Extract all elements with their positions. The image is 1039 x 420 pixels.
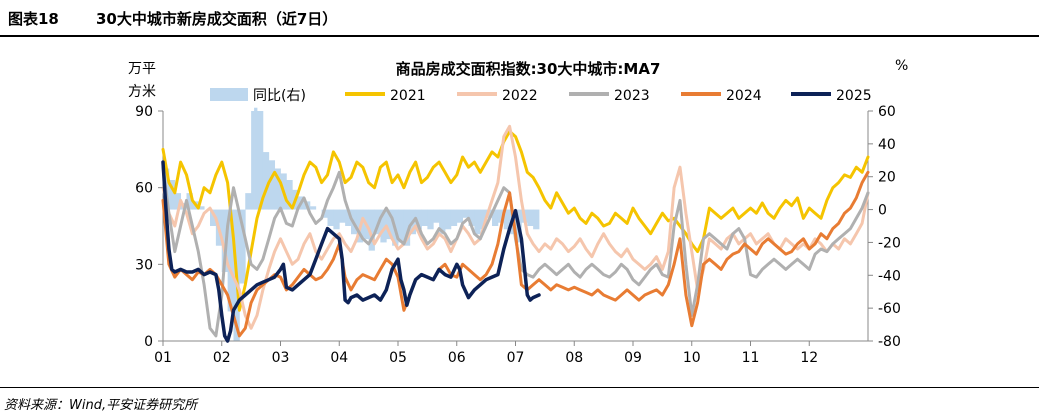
left-axis-unit-line2: 方米 [128, 84, 156, 100]
yoy-bar [415, 209, 422, 230]
x-tick-label: 01 [154, 350, 172, 366]
yoy-bar [480, 209, 487, 230]
figure-footer: 资料来源：Wind,平安证券研究所 [0, 387, 1039, 420]
x-tick-label: 10 [683, 350, 701, 366]
yoy-bar [474, 209, 481, 235]
x-tick-label: 08 [565, 350, 583, 366]
legend: 同比(右) 2021 2022 2023 2024 2025 [210, 88, 872, 104]
right-tick-label: 40 [878, 137, 896, 153]
figure-header: 图表18 30大中城市新房成交面积（近7日） [0, 0, 1039, 37]
legend-label-2023: 2023 [614, 88, 650, 104]
yoy-bar [503, 209, 511, 230]
yoy-bar [286, 180, 293, 210]
source-note: 资料来源：Wind,平安证券研究所 [4, 398, 198, 413]
x-tick-label: 12 [800, 350, 818, 366]
legend-label-yoy: 同比(右) [253, 88, 306, 104]
yoy-bar [262, 152, 270, 210]
series-line-2025 [161, 160, 541, 343]
yoy-bar [210, 209, 217, 226]
yoy-bar [339, 209, 346, 223]
yoy-bar [257, 111, 264, 210]
yoy-bar [198, 206, 205, 210]
chart-title: 商品房成交面积指数:30大中城市:MA7 [396, 60, 661, 78]
x-tick-label: 03 [272, 350, 290, 366]
right-tick-label: -20 [878, 235, 901, 251]
yoy-bar [398, 209, 405, 243]
x-tick-label: 11 [742, 350, 760, 366]
yoy-bar [433, 209, 440, 223]
yoy-bar [254, 107, 258, 210]
yoy-bar [333, 209, 340, 230]
x-tick-label: 06 [448, 350, 466, 366]
yoy-bar [492, 209, 499, 226]
left-tick-label: 30 [135, 257, 153, 273]
right-tick-label: -80 [878, 334, 901, 350]
yoy-bar [309, 206, 317, 210]
yoy-bar [486, 209, 493, 218]
x-tick-label: 09 [624, 350, 642, 366]
left-axis-ticks: 0 30 60 90 [135, 104, 163, 350]
legend-label-2024: 2024 [726, 88, 762, 104]
series-line-2022 [161, 124, 870, 330]
series-line-2024 [161, 170, 870, 338]
yoy-bar [439, 209, 446, 235]
yoy-bar [403, 209, 411, 246]
right-tick-label: 0 [878, 203, 887, 219]
x-tick-label: 02 [213, 350, 231, 366]
yoy-bar [268, 160, 276, 210]
yoy-bar [345, 209, 352, 226]
yoy-bar [174, 193, 182, 210]
figure-number: 图表18 [8, 10, 59, 28]
yoy-bar [186, 193, 193, 210]
yoy-bar [527, 209, 534, 226]
yoy-bar [533, 209, 540, 230]
right-tick-label: -40 [878, 268, 901, 284]
yoy-bar [327, 209, 334, 226]
yoy-bar [321, 209, 328, 218]
x-tick-label: 07 [507, 350, 525, 366]
yoy-bar [168, 180, 176, 210]
left-axis-unit-line1: 万平 [128, 61, 156, 77]
yoy-bar [245, 193, 252, 210]
right-axis-ticks: 60 40 20 0 -20 -40 -60 -80 [868, 104, 901, 350]
x-tick-label: 04 [330, 350, 348, 366]
x-tick-label: 05 [389, 350, 407, 366]
left-tick-label: 0 [144, 334, 153, 350]
yoy-bar [386, 209, 393, 240]
series-line-2021 [161, 129, 870, 312]
yoy-bar [445, 209, 452, 230]
yoy-bar [468, 209, 475, 226]
legend-label-2025: 2025 [836, 88, 872, 104]
legend-label-2021: 2021 [390, 88, 426, 104]
right-tick-label: 20 [878, 170, 896, 186]
yoy-bar [251, 111, 255, 210]
yoy-bar [380, 209, 387, 243]
x-axis-ticks: 01 02 03 04 05 06 07 08 09 10 11 12 [154, 341, 818, 366]
yoy-bar [239, 209, 246, 284]
left-tick-label: 90 [135, 104, 153, 120]
right-tick-label: 60 [878, 104, 896, 120]
yoy-bar [227, 209, 234, 312]
yoy-bar [368, 209, 375, 251]
left-tick-label: 60 [135, 181, 153, 197]
yoy-bar [497, 209, 505, 223]
yoy-bar [274, 168, 281, 210]
right-tick-label: -60 [878, 301, 901, 317]
series-lines [161, 124, 870, 343]
yoy-bar [456, 209, 464, 223]
yoy-bar [462, 209, 469, 218]
right-axis-unit: % [895, 58, 908, 74]
legend-label-2022: 2022 [502, 88, 538, 104]
figure-title: 30大中城市新房成交面积（近7日） [96, 10, 338, 28]
yoy-bar [427, 209, 434, 230]
legend-swatch-yoy [210, 88, 248, 101]
yoy-bar [450, 209, 458, 226]
yoy-bar [421, 209, 428, 226]
